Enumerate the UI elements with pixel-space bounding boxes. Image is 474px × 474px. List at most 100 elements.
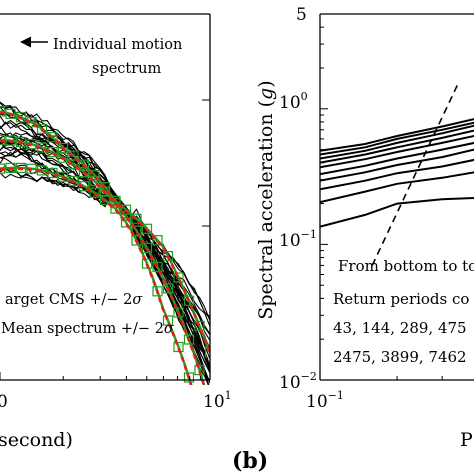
right-xtick-10e-1: 10−1 xyxy=(306,389,344,412)
spectral-curves xyxy=(320,118,474,228)
arrow-head xyxy=(20,36,31,48)
target-cms-marker xyxy=(141,242,153,253)
left-xtick-1: 0 xyxy=(0,392,8,412)
arrow-label-line1: Individual motion xyxy=(53,37,182,53)
spectral-curve-3 xyxy=(320,158,474,191)
target-cms-marker xyxy=(206,455,215,464)
target-cms-marker xyxy=(152,235,163,246)
target-cms-marker xyxy=(162,315,174,326)
right-ytick-10e-2: 10−2 xyxy=(279,370,317,393)
target-cms-marker xyxy=(15,162,27,173)
target-cms-marker xyxy=(15,112,27,123)
target-cms-marker xyxy=(57,171,69,182)
target-cms-marker xyxy=(89,170,100,181)
target-cms-marker xyxy=(5,162,16,173)
right-chart-panel: 5 100 10−1 10−2 10−1 Spectral accelerati… xyxy=(232,5,474,474)
target-cms-marker xyxy=(99,194,111,206)
legend-target-sigma: σ xyxy=(132,292,143,308)
spectral-curve-10 xyxy=(320,118,474,152)
ytick-10e-1-base: 10 xyxy=(279,231,301,251)
motion-spectrum-28 xyxy=(0,138,210,369)
annotation-line-3: 43, 144, 289, 475 xyxy=(333,319,467,337)
ytick-10e-2-exp: −2 xyxy=(301,370,317,383)
mean-spectrum-upper xyxy=(0,111,210,354)
arrow-label-line2: spectrum xyxy=(92,61,162,77)
target-cms-marker xyxy=(89,187,100,198)
target-cms-marker xyxy=(152,261,163,273)
right-y-axis-label: Spectral acceleration (g) xyxy=(255,80,277,319)
left-xtick-10-base: 10 xyxy=(203,392,225,412)
ytick-10e0-exp: 0 xyxy=(301,90,308,103)
individual-motion-arrow xyxy=(20,36,48,48)
motion-spectrum-20 xyxy=(0,113,210,383)
target-cms-marker xyxy=(183,334,195,345)
target-cms-marker xyxy=(173,272,184,283)
annotation-line-2: Return periods co xyxy=(333,290,469,308)
dashed-trend-line xyxy=(371,80,461,266)
spectral-curve-1 xyxy=(320,197,474,228)
target-cms-marker xyxy=(204,347,210,358)
legend-target-text: arget CMS +/− 2 xyxy=(5,292,132,308)
annotation-line-1: From bottom to to xyxy=(338,257,474,275)
ylabel-main: Spectral acceleration ( xyxy=(255,100,277,320)
spectral-curve-9 xyxy=(320,121,474,156)
ytick-10e-1-exp: −1 xyxy=(301,228,317,241)
ytick-10e0-base: 10 xyxy=(279,93,301,113)
target-cms-marker xyxy=(162,251,174,262)
motion-spectrum-23 xyxy=(0,115,210,369)
target-cms-marker xyxy=(183,295,195,306)
right-ytick-10e-1: 10−1 xyxy=(279,228,317,251)
target-cms-marker xyxy=(15,136,27,147)
legend-target-cms: arget CMS +/− 2σ xyxy=(5,292,143,308)
right-ytick-5: 5 xyxy=(296,5,307,25)
target-cms-marker xyxy=(57,142,69,153)
left-xtick-10: 101 xyxy=(203,389,232,412)
target-cms-marker xyxy=(78,167,90,178)
spectral-curve-5 xyxy=(320,141,474,176)
target-cms-marker xyxy=(141,223,153,234)
target-cms-marker xyxy=(5,108,16,119)
mean-spectrum-series xyxy=(0,111,210,385)
target-cms-marker xyxy=(194,320,205,331)
spectral-curve-4 xyxy=(320,148,474,182)
left-axes xyxy=(0,13,211,381)
spectral-curve-2 xyxy=(320,171,474,204)
legend-mean-spectrum: Mean spectrum +/− 2σ xyxy=(1,321,175,337)
ylabel-unit: g xyxy=(255,88,277,100)
ytick-10e-2-base: 10 xyxy=(279,373,301,393)
xtick-10e-1-base: 10 xyxy=(306,392,328,412)
target-cms-marker xyxy=(152,286,163,297)
legend-mean-text: Mean spectrum +/− 2 xyxy=(1,321,164,337)
ylabel-close: ) xyxy=(255,80,277,87)
left-xtick-10-exp: 1 xyxy=(225,389,232,402)
spectral-curve-6 xyxy=(320,134,474,169)
annotation-line-4: 2475, 3899, 7462 xyxy=(333,348,467,366)
target-cms-marker xyxy=(47,132,58,143)
target-cms-marker xyxy=(162,283,174,294)
mean-spectrum-median xyxy=(0,139,206,385)
spectral-curve-7 xyxy=(320,129,474,164)
xtick-10e-1-exp: −1 xyxy=(328,389,344,402)
target-cms-marker xyxy=(131,213,142,224)
target-cms-marker xyxy=(57,152,69,163)
target-cms-marker xyxy=(141,258,153,269)
spectral-curve-8 xyxy=(320,124,474,160)
target-cms-marker xyxy=(0,106,6,117)
dashed-line xyxy=(371,80,461,266)
mean-spectrum-lower xyxy=(0,167,193,385)
target-cms-marker xyxy=(68,150,79,161)
target-cms-marker xyxy=(173,307,184,318)
target-cms-marker xyxy=(183,372,195,383)
right-x-axis-label: P xyxy=(460,429,473,451)
target-cms-marker xyxy=(26,163,37,174)
target-cms-marker xyxy=(78,159,90,170)
motion-spectrum-12 xyxy=(0,141,210,335)
left-chart-panel: Individual motion spectrum arget CMS +/−… xyxy=(0,13,232,464)
left-x-axis-label: second) xyxy=(0,429,73,451)
target-cms-marker xyxy=(36,123,48,134)
target-cms-marker xyxy=(68,175,79,186)
legend-mean-sigma: σ xyxy=(164,321,175,337)
panel-label-b: (b) xyxy=(232,448,268,474)
right-ytick-10e0: 100 xyxy=(279,90,308,113)
